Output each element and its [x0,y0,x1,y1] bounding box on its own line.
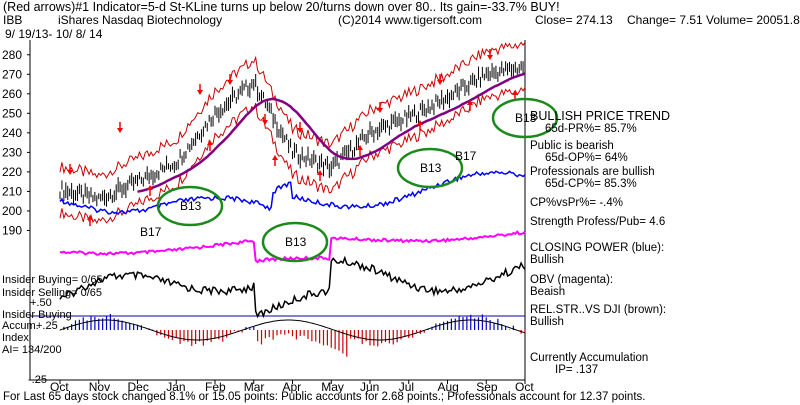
bullish-trend: BULLISH PRICE TREND [530,109,671,123]
red-arrow-head [297,128,303,133]
pr-value: 65d-PR%= 85.7% [545,123,637,135]
x-tick-label: Nov [89,380,110,394]
obv-state: Beaish [530,286,566,298]
cpvspr-value: CP%vsPr%= -.4% [530,197,623,209]
x-tick-label: Oct [50,380,69,394]
red-arrow-head [67,170,73,175]
signal-markers: B13 B13 B13 B13 B17 B17 [67,49,559,263]
red-arrow-head [272,155,278,160]
signal-label: B17 [455,149,477,163]
index-label: Index [2,332,29,344]
close-price: Close= 274.13 [535,13,613,27]
relstr-label: REL.STR..VS DJI (brown): [530,304,667,316]
signal-circle [261,221,329,263]
insider-buying-label: Insider Buying [2,309,72,321]
signal-circle [396,147,464,189]
copyright: (C)2014 www.tigersoft.com [338,13,483,27]
signal-label: B17 [140,225,162,239]
y-tick-label: 240 [2,126,22,140]
signal-circle [156,185,224,227]
red-arrow-head [512,90,518,95]
y-tick-label: 210 [2,184,22,198]
y-tick-label: 280 [2,48,22,62]
signal-label: B13 [180,199,202,213]
plot-lines [59,41,526,357]
signal-label: B13 [515,111,537,125]
op-value: 65d-OP%= 64% [545,152,628,164]
lower-band [59,86,526,225]
signal-label: B13 [285,235,307,249]
red-arrow-head [357,145,363,150]
y-axis-ticks: 190 200 210 220 230 240 250 260 270 280 [2,48,30,237]
y-tick-label: 200 [2,204,22,218]
accum-status: Currently Accumulation [530,352,649,364]
accum-plus25: +.25 [36,320,58,332]
moving-average [137,72,526,193]
red-arrow-head [207,140,213,145]
red-arrow-head [487,55,493,60]
relstr-state: Bullish [530,316,564,328]
red-arrow-head [87,215,93,220]
y-tick-label: 270 [2,67,22,81]
x-tick-label: Jan [166,380,185,394]
pros-status: Professionals are bullish [530,166,655,178]
footer-summary: For Last 65 days stock changed 8.1% or 1… [3,391,646,403]
cp-value: 65d-CP%= 85.3% [545,178,637,190]
x-tick-label: Feb [205,380,226,394]
red-arrow-head [117,128,123,133]
insider-buying: Insider Buying= 0/65 [2,274,103,286]
y-tick-label: 230 [2,145,22,159]
x-tick-label: Oct [515,380,534,394]
y-tick-label: 190 [2,223,22,237]
ticker-symbol: IBB [3,13,23,27]
red-arrow-head [262,120,268,125]
obv-label: OBV (magenta): [530,274,614,286]
strength-value: Strength Profess/Pub= 4.6 [530,216,666,228]
accum-minus25: -.25 [28,374,47,386]
ai-value: AI= 134/200 [2,344,62,356]
y-tick-label: 220 [2,165,22,179]
red-arrow-head [377,108,383,113]
x-tick-label: Jun [360,380,379,394]
upper-band [59,41,526,180]
accum-ma-line [59,319,526,341]
date-range: 9/ 19/13- 10/ 8/ 14 [5,27,103,41]
ip-value: IP= .137 [555,364,599,376]
chart-frame [29,40,526,381]
red-arrow-head [317,170,323,175]
change-value: Change= 7.51 [627,13,703,27]
indicator-title: (Red arrows)#1 Indicator=5-d St-KLine tu… [3,0,560,14]
y-tick-label: 260 [2,87,22,101]
x-tick-label: May [321,380,344,394]
x-tick-label: Jul [399,380,414,394]
y-tick-label: 250 [2,106,22,120]
closing-power-state: Bullish [530,254,564,266]
insider-selling: Insider Selling= 0/65 [2,287,102,299]
volume-value: Volume= 20051.8 [706,13,800,27]
red-arrow-head [197,90,203,95]
signal-label: B13 [420,161,442,175]
x-tick-label: Sep [476,380,498,394]
public-status: Public is bearish [530,140,614,152]
signal-circle [491,97,559,139]
x-tick-label: Mar [244,380,265,394]
accum-plus50: +.50 [30,297,52,309]
x-tick-label: Dec [128,380,149,394]
relstr-line [59,255,526,319]
accum-label: Accum. [2,320,39,332]
red-arrow-head [147,185,153,190]
red-arrow-head [227,80,233,85]
closing-power-label: CLOSING POWER (blue): [530,242,665,254]
red-arrow-head [437,80,443,85]
obv-line [59,230,526,264]
fund-name: iShares Nasdaq Biotechnology [58,13,223,27]
x-tick-label: Aug [438,380,459,394]
red-arrow-head [417,120,423,125]
closing-power-line [59,170,526,216]
red-arrow-head [467,100,473,105]
x-axis-ticks: Oct Nov Dec Jan Feb Mar Apr May Jun Jul Aug Sep Oct [50,380,534,394]
x-tick-label: Apr [283,380,302,394]
